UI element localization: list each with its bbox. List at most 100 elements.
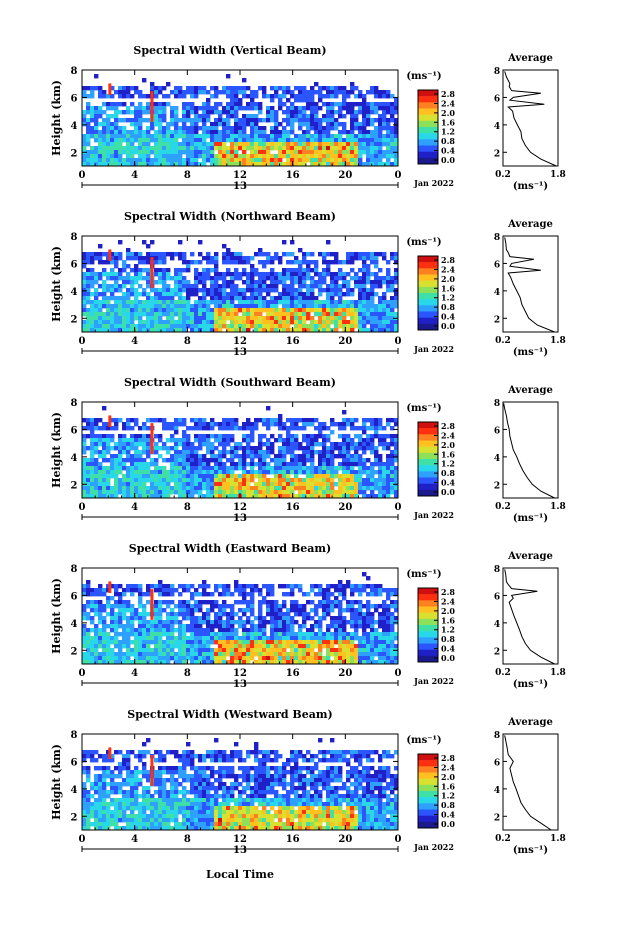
heat-cell <box>166 296 171 301</box>
heat-cell <box>350 462 355 467</box>
heat-cell <box>362 260 367 265</box>
heat-cell <box>102 296 107 301</box>
heat-cell <box>226 252 231 257</box>
heat-cell <box>202 284 207 289</box>
heat-cell <box>182 256 187 261</box>
heat-cell <box>94 300 99 305</box>
heat-cell <box>146 296 151 301</box>
heat-cell <box>130 142 135 147</box>
heat-cell <box>342 150 347 155</box>
heat-cell <box>158 102 163 107</box>
heat-cell <box>278 158 283 163</box>
heat-cell <box>94 146 99 151</box>
heat-cell <box>350 466 355 471</box>
heat-cell <box>234 130 239 135</box>
heat-cell <box>294 454 299 459</box>
heat-cell <box>214 126 219 131</box>
heat-cell <box>278 122 283 127</box>
heat-cell <box>174 142 179 147</box>
heat-cell <box>234 490 239 495</box>
heat-cell <box>346 320 351 325</box>
heat-cell <box>194 632 199 637</box>
heat-cell <box>374 102 379 107</box>
heat-cell <box>338 134 343 139</box>
heat-cell <box>330 304 335 309</box>
heat-cell <box>138 162 143 167</box>
heat-cell <box>378 122 383 127</box>
heat-cell <box>222 486 227 491</box>
heat-cell <box>290 268 295 273</box>
colorbar-tick-label: 0.8 <box>441 302 455 312</box>
heat-cell <box>326 118 331 123</box>
heat-cell <box>282 292 287 297</box>
heat-cell <box>118 162 123 167</box>
heat-cell <box>82 478 87 483</box>
heat-cell <box>262 288 267 293</box>
heat-cell <box>238 616 243 621</box>
heat-cell <box>102 134 107 139</box>
heat-cell <box>334 122 339 127</box>
heat-cell <box>370 316 375 321</box>
heat-cell <box>178 90 183 95</box>
heat-cell <box>202 474 207 479</box>
heat-cell <box>362 604 367 609</box>
heat-cell <box>198 482 203 487</box>
heat-cell <box>302 482 307 487</box>
heat-cell <box>290 600 295 605</box>
heat-cell <box>234 106 239 111</box>
heat-cell <box>330 142 335 147</box>
heat-cell <box>118 592 123 597</box>
heat-cell <box>90 616 95 621</box>
heat-cell <box>326 490 331 495</box>
heat-cell <box>322 600 327 605</box>
heat-cell <box>146 418 151 423</box>
heat-cell <box>182 616 187 621</box>
heat-cell <box>202 126 207 131</box>
heat-cell <box>358 612 363 617</box>
heat-cell <box>162 466 167 471</box>
heat-cell <box>126 142 131 147</box>
heat-cell <box>194 114 199 119</box>
heat-cell <box>110 308 115 313</box>
heat-cell <box>310 328 315 333</box>
heat-cell <box>326 106 331 111</box>
heat-cell <box>194 86 199 91</box>
heat-cell <box>234 158 239 163</box>
heat-cell <box>210 256 215 261</box>
heat-cell <box>194 142 199 147</box>
heat-cell <box>342 592 347 597</box>
heat-cell <box>346 90 351 95</box>
heat-cell <box>126 150 131 155</box>
heat-cell <box>358 130 363 135</box>
heat-cell <box>378 418 383 423</box>
heat-cell <box>142 612 147 617</box>
heat-cell <box>246 450 251 455</box>
streak <box>150 423 154 454</box>
heat-cell <box>310 482 315 487</box>
heat-cell <box>278 106 283 111</box>
heat-cell <box>102 94 107 99</box>
heat-cell <box>314 134 319 139</box>
heat-cell <box>86 588 91 593</box>
heat-cell <box>330 430 335 435</box>
heat-cell <box>162 328 167 333</box>
heat-cell <box>262 118 267 123</box>
heat-cell <box>354 320 359 325</box>
heat-cell <box>158 106 163 111</box>
heat-cell <box>330 284 335 289</box>
heat-cell <box>126 296 131 301</box>
heat-cell <box>314 268 319 273</box>
heat-cell <box>386 122 391 127</box>
heat-cell <box>110 426 115 431</box>
heat-cell <box>190 292 195 297</box>
heat-cell <box>278 486 283 491</box>
heat-cell <box>254 446 259 451</box>
heat-cell <box>246 118 251 123</box>
heat-cell <box>82 418 87 423</box>
heat-cell <box>334 150 339 155</box>
heat-cell <box>230 312 235 317</box>
heat-cell <box>86 494 91 499</box>
heat-cell <box>358 126 363 131</box>
heat-cell <box>238 276 243 281</box>
heat-cell <box>130 454 135 459</box>
